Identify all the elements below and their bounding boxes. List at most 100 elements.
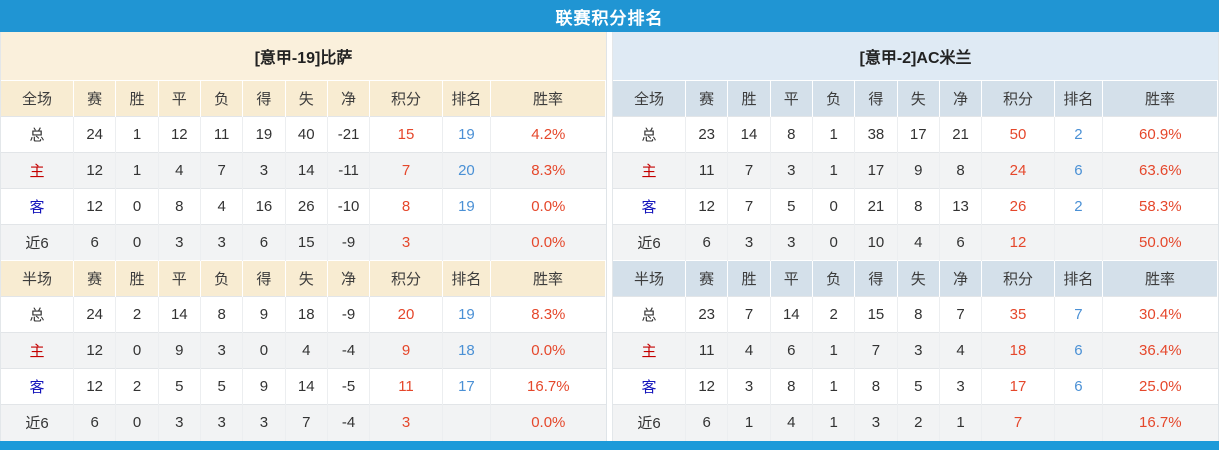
stat-cell: 0 [115, 332, 159, 369]
stat-cell: 14 [727, 116, 771, 153]
stat-cell: 14 [285, 152, 328, 189]
column-header-row: 全场赛胜平负得失净积分 排名 胜率 [613, 80, 1218, 117]
team-panel-left: [意甲-19]比萨 全场赛胜平负得失净积分 排名 胜率总 24 1 12 11 19 40 -21… [0, 32, 607, 441]
stat-cell [1054, 404, 1104, 441]
column-header: 胜 [115, 80, 159, 117]
stat-cell: -4 [327, 404, 371, 441]
stat-cell: 8 [897, 188, 940, 225]
stat-cell: 12 [73, 332, 117, 369]
stat-cell: 25.0% [1102, 368, 1218, 405]
team-name: [意甲-19]比萨 [1, 32, 606, 80]
row-label: 近6 [1, 224, 75, 261]
table-row: 近6 6 0 3 3 3 7 -4 3 0.0% [1, 404, 606, 441]
stat-cell: 4 [897, 224, 940, 261]
stat-cell: 5 [200, 368, 244, 405]
stat-cell: 7 [1054, 296, 1104, 333]
stat-cell: 3 [369, 404, 443, 441]
stat-cell: 2 [1054, 116, 1104, 153]
row-label: 总 [613, 116, 687, 153]
column-header: 平 [770, 260, 813, 297]
stat-cell: 5 [897, 368, 940, 405]
stat-cell: 16.7% [490, 368, 606, 405]
column-header: 负 [812, 260, 856, 297]
stat-cell: 3 [200, 404, 244, 441]
stat-cell: 1 [727, 404, 771, 441]
stat-cell: 24 [73, 116, 117, 153]
stat-cell: 3 [770, 224, 813, 261]
stat-cell: 1 [812, 152, 856, 189]
row-label: 客 [613, 368, 687, 405]
stat-cell: 1 [115, 116, 159, 153]
row-label: 客 [613, 188, 687, 225]
stat-cell: 3 [897, 332, 940, 369]
stat-cell: 7 [854, 332, 898, 369]
stat-cell: 6 [939, 224, 983, 261]
stat-cell: 15 [369, 116, 443, 153]
table-row: 主 11 4 6 1 7 3 4 18 6 36.4% [613, 332, 1218, 369]
column-header: 净 [327, 260, 371, 297]
stat-cell: -21 [327, 116, 371, 153]
title-bar: 联赛积分排名 [0, 0, 1219, 32]
stat-cell: 6 [73, 404, 117, 441]
column-header: 排名 [442, 80, 492, 117]
stat-cell: 63.6% [1102, 152, 1218, 189]
column-header: 失 [897, 80, 940, 117]
stat-cell: 2 [115, 368, 159, 405]
stat-cell: 19 [242, 116, 286, 153]
stat-cell: 11 [369, 368, 443, 405]
stat-cell: 6 [1054, 152, 1104, 189]
table-row: 客 12 0 8 4 16 26 -10 8 19 0.0% [1, 188, 606, 225]
stat-cell: 58.3% [1102, 188, 1218, 225]
stat-cell: 3 [242, 152, 286, 189]
column-header: 赛 [685, 260, 729, 297]
stat-cell: 2 [115, 296, 159, 333]
row-label: 客 [1, 368, 75, 405]
column-header: 净 [939, 80, 983, 117]
row-label: 主 [613, 332, 687, 369]
column-header-row: 半场赛胜平负得失净积分 排名 胜率 [613, 260, 1218, 297]
table-row: 近6 6 0 3 3 6 15 -9 3 0.0% [1, 224, 606, 261]
standings-table: 全场赛胜平负得失净积分 排名 胜率总 23 14 8 1 38 17 21 50 2 60.9% 主 11 7… [613, 80, 1218, 441]
stat-cell: 2 [812, 296, 856, 333]
stat-cell: 40 [285, 116, 328, 153]
stat-cell: 0 [115, 188, 159, 225]
stat-cell: 0 [115, 224, 159, 261]
section-label: 半场 [613, 260, 687, 297]
stat-cell: 14 [158, 296, 201, 333]
row-label: 主 [613, 152, 687, 189]
column-header-row: 半场赛胜平负得失净积分 排名 胜率 [1, 260, 606, 297]
table-row: 客 12 2 5 5 9 14 -5 11 17 16.7% [1, 368, 606, 405]
stat-cell: 7 [727, 296, 771, 333]
stat-cell: 1 [812, 404, 856, 441]
stat-cell: 26 [285, 188, 328, 225]
stat-cell: 3 [770, 152, 813, 189]
stat-cell: 1 [812, 332, 856, 369]
stat-cell: 8 [854, 368, 898, 405]
column-header: 胜率 [490, 260, 606, 297]
stat-cell: 19 [442, 296, 492, 333]
stat-cell: 3 [727, 224, 771, 261]
stat-cell: 1 [812, 368, 856, 405]
section-label: 全场 [613, 80, 687, 117]
column-header: 胜 [115, 260, 159, 297]
stat-cell: 4 [770, 404, 813, 441]
stat-cell: 6 [685, 224, 729, 261]
stat-cell: 12 [73, 152, 117, 189]
table-row: 总 23 14 8 1 38 17 21 50 2 60.9% [613, 116, 1218, 153]
stat-cell: 38 [854, 116, 898, 153]
stat-cell: 2 [1054, 188, 1104, 225]
stat-cell [442, 404, 492, 441]
stat-cell: 6 [73, 224, 117, 261]
stat-cell: 11 [685, 332, 729, 369]
stat-cell: 12 [981, 224, 1055, 261]
stat-cell: 0 [242, 332, 286, 369]
column-header: 得 [242, 80, 286, 117]
stat-cell: 9 [242, 296, 286, 333]
stat-cell: 60.9% [1102, 116, 1218, 153]
stat-cell: 18 [285, 296, 328, 333]
column-header: 赛 [73, 80, 117, 117]
stat-cell: 4 [285, 332, 328, 369]
row-label: 主 [1, 332, 75, 369]
stat-cell: 0 [115, 404, 159, 441]
stat-cell: 7 [727, 152, 771, 189]
